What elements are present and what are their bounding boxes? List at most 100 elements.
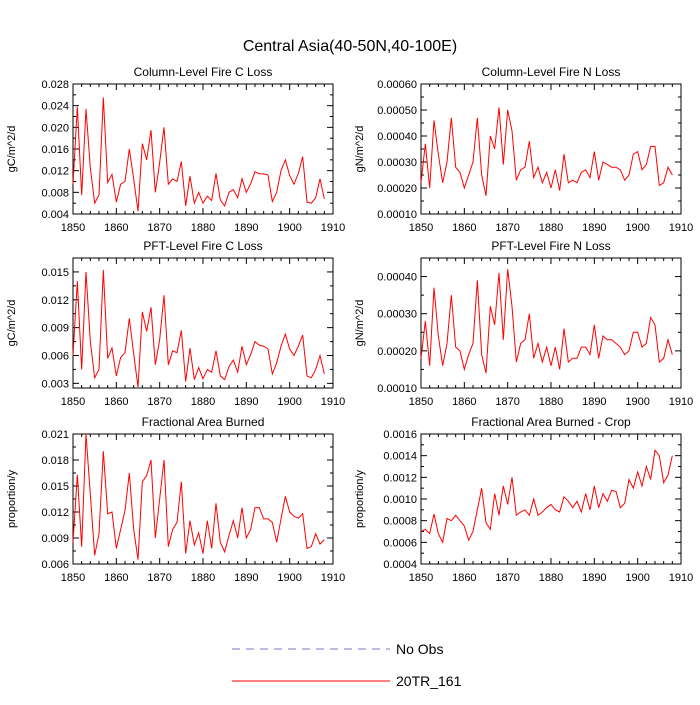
- x-tick-label: 1860: [104, 572, 128, 584]
- y-tick-label: 0.009: [41, 533, 69, 545]
- series-line-20tr-161: [420, 107, 673, 196]
- y-axis-label: gC/m^2/d: [6, 126, 18, 173]
- panel-title: Column-Level Fire N Loss: [482, 65, 621, 79]
- x-tick-label: 1870: [147, 222, 171, 234]
- y-tick-label: 0.004: [41, 209, 69, 221]
- x-tick-label: 1870: [495, 222, 519, 234]
- y-axis-label: proportion/y: [6, 469, 18, 528]
- y-tick-label: 0.0016: [383, 429, 417, 441]
- x-tick-label: 1890: [582, 396, 606, 408]
- x-tick-label: 1900: [625, 572, 649, 584]
- y-tick-label: 0.00030: [377, 309, 417, 321]
- panel-title: Fractional Area Burned - Crop: [471, 415, 631, 429]
- y-tick-label: 0.015: [41, 267, 69, 279]
- y-tick-label: 0.021: [41, 429, 69, 441]
- y-tick-label: 0.015: [41, 481, 69, 493]
- figure-title: Central Asia(40-50N,40-100E): [243, 38, 457, 55]
- x-tick-label: 1890: [234, 572, 258, 584]
- x-tick-label: 1880: [191, 396, 215, 408]
- y-tick-label: 0.012: [41, 507, 69, 519]
- x-tick-label: 1910: [321, 222, 345, 234]
- y-tick-label: 0.0006: [383, 537, 417, 549]
- x-tick-label: 1910: [669, 572, 693, 584]
- x-tick-label: 1910: [321, 396, 345, 408]
- y-tick-label: 0.028: [41, 79, 69, 91]
- x-tick-label: 1860: [452, 572, 476, 584]
- panel-pft-level-fire-c-loss: PFT-Level Fire C Loss gC/m^2/d 1850 1860 187…: [6, 239, 345, 408]
- y-tick-label: 0.008: [41, 187, 69, 199]
- y-tick-label: 0.0010: [383, 494, 417, 506]
- x-tick-label: 1900: [277, 396, 301, 408]
- series-line-20tr-161: [420, 269, 673, 374]
- legend-label-20tr-161: 20TR_161: [396, 673, 462, 689]
- x-tick-label: 1890: [234, 222, 258, 234]
- panel-pft-level-fire-n-loss: PFT-Level Fire N Loss gN/m^2/d 1850 1860 187…: [354, 239, 693, 408]
- x-tick-label: 1900: [277, 222, 301, 234]
- x-tick-label: 1890: [234, 396, 258, 408]
- x-tick-label: 1860: [452, 222, 476, 234]
- x-tick-label: 1860: [104, 222, 128, 234]
- y-axis-label: gC/m^2/d: [6, 300, 18, 347]
- panel-title: PFT-Level Fire N Loss: [491, 239, 610, 253]
- x-tick-label: 1880: [191, 572, 215, 584]
- y-tick-label: 0.018: [41, 455, 69, 467]
- panel-title: PFT-Level Fire C Loss: [143, 239, 262, 253]
- panel-column-level-fire-n-loss: Column-Level Fire N Loss gN/m^2/d 1850 1860…: [354, 65, 693, 234]
- x-tick-label: 1910: [669, 222, 693, 234]
- legend-label-no-obs: No Obs: [396, 641, 443, 657]
- panel-fractional-area-burned-crop: Fractional Area Burned - Crop proportion/…: [354, 415, 693, 584]
- x-tick-label: 1850: [61, 222, 85, 234]
- y-axis-label: gN/m^2/d: [354, 126, 366, 173]
- panel-title: Fractional Area Burned: [142, 415, 265, 429]
- panel-fractional-area-burned: Fractional Area Burned proportion/y 1850 18…: [6, 415, 345, 584]
- y-tick-label: 0.00010: [377, 383, 417, 395]
- panel-column-level-fire-c-loss: Column-Level Fire C Loss gC/m^2/d 1850 1860…: [6, 65, 345, 234]
- x-tick-label: 1910: [669, 396, 693, 408]
- x-tick-label: 1870: [147, 572, 171, 584]
- x-tick-label: 1850: [409, 396, 433, 408]
- y-tick-label: 0.0012: [383, 472, 417, 484]
- x-tick-label: 1880: [191, 222, 215, 234]
- y-tick-label: 0.012: [41, 295, 69, 307]
- series-line-20tr-161: [72, 270, 325, 388]
- x-tick-label: 1880: [539, 396, 563, 408]
- series-line-20tr-161: [420, 449, 673, 544]
- x-tick-label: 1860: [452, 396, 476, 408]
- x-tick-label: 1850: [409, 222, 433, 234]
- y-tick-label: 0.009: [41, 323, 69, 335]
- x-tick-label: 1900: [277, 572, 301, 584]
- x-tick-label: 1870: [495, 572, 519, 584]
- x-tick-label: 1850: [61, 572, 85, 584]
- y-tick-label: 0.00040: [377, 131, 417, 143]
- y-tick-label: 0.00020: [377, 183, 417, 195]
- x-tick-label: 1880: [539, 572, 563, 584]
- y-tick-label: 0.024: [41, 101, 69, 113]
- panel-title: Column-Level Fire C Loss: [134, 65, 273, 79]
- y-tick-label: 0.006: [41, 559, 69, 571]
- x-tick-label: 1870: [495, 396, 519, 408]
- x-tick-label: 1850: [409, 572, 433, 584]
- y-axis-label: gN/m^2/d: [354, 300, 366, 347]
- y-tick-label: 0.020: [41, 122, 69, 134]
- y-tick-label: 0.00060: [377, 79, 417, 91]
- x-tick-label: 1870: [147, 396, 171, 408]
- x-tick-label: 1890: [582, 222, 606, 234]
- x-tick-label: 1910: [321, 572, 345, 584]
- y-axis-label: proportion/y: [354, 469, 366, 528]
- y-tick-label: 0.016: [41, 144, 69, 156]
- y-tick-label: 0.0004: [383, 559, 417, 571]
- x-tick-label: 1890: [582, 572, 606, 584]
- x-tick-label: 1900: [625, 222, 649, 234]
- y-tick-label: 0.006: [41, 351, 69, 363]
- panels: Column-Level Fire C Loss gC/m^2/d 1850 1860…: [6, 65, 693, 584]
- y-tick-label: 0.00030: [377, 157, 417, 169]
- x-tick-label: 1900: [625, 396, 649, 408]
- series-line-20tr-161: [72, 97, 325, 212]
- y-tick-label: 0.00010: [377, 209, 417, 221]
- x-tick-label: 1850: [61, 396, 85, 408]
- y-tick-label: 0.00020: [377, 346, 417, 358]
- y-tick-label: 0.003: [41, 378, 69, 390]
- x-tick-label: 1880: [539, 222, 563, 234]
